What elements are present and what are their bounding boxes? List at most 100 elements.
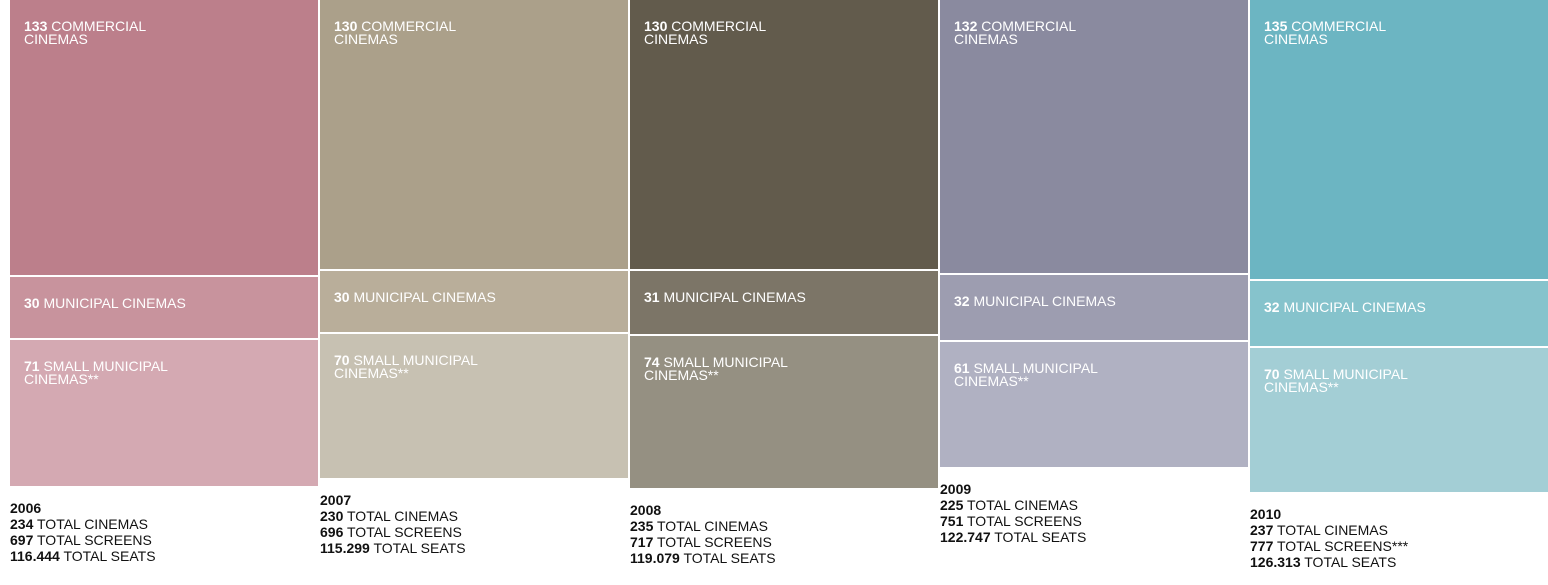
year-line: 2009	[940, 481, 1086, 497]
total-label: TOTAL SCREENS***	[1277, 538, 1409, 555]
total-label: TOTAL SCREENS	[967, 513, 1082, 530]
segment-label: 30 MUNICIPAL CINEMAS	[24, 295, 196, 312]
series-name: SMALL MUNICIPAL CINEMAS**	[954, 359, 1098, 389]
segment-value: 61	[954, 359, 970, 376]
total-value: 697	[10, 531, 34, 548]
series-name: COMMERCIAL CINEMAS	[334, 18, 456, 47]
year: 2010	[1250, 506, 1282, 523]
total-line: 717 TOTAL SCREENS	[630, 534, 776, 550]
total-line: 119.079 TOTAL SEATS	[630, 550, 776, 566]
total-value: 225	[940, 497, 964, 514]
series-name: SMALL MUNICIPAL CINEMAS**	[644, 353, 788, 383]
total-line: 116.444 TOTAL SEATS	[10, 548, 156, 564]
total-line: 696 TOTAL SCREENS	[320, 524, 466, 540]
segment-label: 30 MUNICIPAL CINEMAS	[334, 289, 506, 306]
series-name: MUNICIPAL CINEMAS	[43, 295, 186, 312]
series-name: MUNICIPAL CINEMAS	[973, 293, 1116, 310]
segment: 132 COMMERCIAL CINEMAS	[940, 0, 1248, 274]
series-name: SMALL MUNICIPAL CINEMAS**	[24, 357, 168, 387]
segment-value: 30	[334, 289, 350, 306]
total-value: 717	[630, 533, 654, 550]
year-line: 2006	[10, 500, 156, 516]
total-label: TOTAL SCREENS	[37, 531, 152, 548]
year-line: 2008	[630, 502, 776, 518]
segment-value: 133	[24, 18, 48, 34]
segment-label: 130 COMMERCIAL CINEMAS	[334, 18, 506, 47]
total-line: 751 TOTAL SCREENS	[940, 513, 1086, 529]
segment: 30 MUNICIPAL CINEMAS	[10, 277, 318, 338]
segment-label: 32 MUNICIPAL CINEMAS	[1264, 299, 1436, 316]
year: 2008	[630, 501, 662, 518]
total-line: 126.313 TOTAL SEATS	[1250, 554, 1408, 570]
series-name: COMMERCIAL CINEMAS	[1264, 18, 1386, 47]
total-value: 115.299	[320, 539, 370, 556]
column-footer: 2009 225 TOTAL CINEMAS 751 TOTAL SCREENS 12…	[940, 481, 1086, 545]
segment-value: 31	[644, 289, 660, 306]
year-line: 2010	[1250, 506, 1408, 522]
column-footer: 2008 235 TOTAL CINEMAS 717 TOTAL SCREENS 11…	[630, 502, 776, 566]
segment-label: 132 COMMERCIAL CINEMAS	[954, 18, 1126, 47]
total-line: 235 TOTAL CINEMAS	[630, 518, 776, 534]
segment-value: 30	[24, 295, 40, 312]
segment: 31 MUNICIPAL CINEMAS	[630, 271, 938, 334]
year: 2007	[320, 491, 352, 508]
segment: 71 SMALL MUNICIPAL CINEMAS**	[10, 339, 318, 486]
segment-label: 70 SMALL MUNICIPAL CINEMAS**	[334, 351, 506, 381]
total-line: 237 TOTAL CINEMAS	[1250, 522, 1408, 538]
total-value: 234	[10, 515, 34, 532]
total-line: 115.299 TOTAL SEATS	[320, 540, 466, 556]
series-name: SMALL MUNICIPAL CINEMAS**	[1264, 366, 1408, 396]
total-label: TOTAL SEATS	[994, 529, 1087, 546]
total-label: TOTAL SCREENS	[657, 533, 772, 550]
segment-value: 132	[954, 18, 978, 34]
total-label: TOTAL CINEMAS	[657, 517, 768, 534]
total-label: TOTAL CINEMAS	[967, 497, 1078, 514]
total-value: 230	[320, 507, 344, 524]
segment: 135 COMMERCIAL CINEMAS	[1250, 0, 1548, 280]
total-label: TOTAL SEATS	[373, 539, 466, 556]
segment: 130 COMMERCIAL CINEMAS	[320, 0, 628, 270]
series-name: COMMERCIAL CINEMAS	[24, 18, 146, 47]
year: 2009	[940, 481, 972, 498]
segment: 70 SMALL MUNICIPAL CINEMAS**	[1250, 348, 1548, 493]
segment-value: 74	[644, 353, 660, 370]
total-value: 751	[940, 513, 964, 530]
segment-label: 70 SMALL MUNICIPAL CINEMAS**	[1264, 366, 1436, 396]
segment-label: 74 SMALL MUNICIPAL CINEMAS**	[644, 353, 816, 383]
total-line: 225 TOTAL CINEMAS	[940, 497, 1086, 513]
segment-label: 71 SMALL MUNICIPAL CINEMAS**	[24, 357, 196, 387]
series-name: COMMERCIAL CINEMAS	[954, 18, 1076, 47]
segment-value: 70	[1264, 366, 1280, 383]
column-footer: 2010 237 TOTAL CINEMAS 777 TOTAL SCREENS**…	[1250, 506, 1408, 570]
total-value: 122.747	[940, 529, 991, 546]
segment-value: 130	[334, 18, 358, 34]
segment: 133 COMMERCIAL CINEMAS	[10, 0, 318, 276]
segment: 70 SMALL MUNICIPAL CINEMAS**	[320, 333, 628, 478]
segment-value: 135	[1264, 18, 1288, 34]
total-line: 777 TOTAL SCREENS***	[1250, 538, 1408, 554]
total-value: 235	[630, 517, 654, 534]
total-label: TOTAL SEATS	[683, 549, 776, 566]
segment: 32 MUNICIPAL CINEMAS	[940, 275, 1248, 340]
segment-value: 32	[1264, 299, 1280, 316]
total-label: TOTAL SCREENS	[347, 523, 462, 540]
segment: 74 SMALL MUNICIPAL CINEMAS**	[630, 335, 938, 488]
total-line: 122.747 TOTAL SEATS	[940, 529, 1086, 545]
series-name: SMALL MUNICIPAL CINEMAS**	[334, 351, 478, 381]
segment-value: 70	[334, 351, 350, 368]
total-label: TOTAL SEATS	[63, 547, 156, 564]
total-value: 116.444	[10, 547, 60, 564]
segment-label: 32 MUNICIPAL CINEMAS	[954, 293, 1126, 310]
segment-label: 133 COMMERCIAL CINEMAS	[24, 18, 196, 47]
total-value: 696	[320, 523, 344, 540]
total-label: TOTAL SEATS	[1304, 554, 1397, 571]
segment-value: 130	[644, 18, 668, 34]
series-name: MUNICIPAL CINEMAS	[663, 289, 806, 306]
segment-label: 135 COMMERCIAL CINEMAS	[1264, 18, 1436, 47]
series-name: MUNICIPAL CINEMAS	[1283, 299, 1426, 316]
total-line: 230 TOTAL CINEMAS	[320, 508, 466, 524]
column-footer: 2007 230 TOTAL CINEMAS 696 TOTAL SCREENS 11…	[320, 492, 466, 556]
segment-value: 71	[24, 357, 40, 374]
segment-value: 32	[954, 293, 970, 310]
segment-label: 61 SMALL MUNICIPAL CINEMAS**	[954, 359, 1126, 389]
